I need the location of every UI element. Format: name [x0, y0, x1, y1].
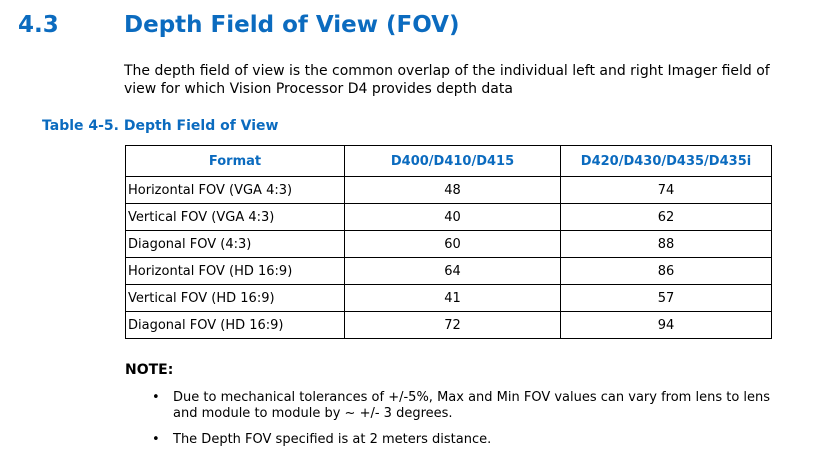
header-d400-group: D400/D410/D415 — [344, 145, 561, 177]
table-header-row: Format D400/D410/D415 D420/D430/D435/D43… — [125, 145, 772, 177]
cell-d400: 48 — [344, 176, 561, 204]
cell-d420: 74 — [560, 176, 772, 204]
cell-format: Vertical FOV (HD 16:9) — [125, 284, 345, 312]
table-row: Horizontal FOV (VGA 4:3) 48 74 — [125, 176, 772, 204]
note-text: Due to mechanical tolerances of +/-5%, M… — [173, 390, 771, 421]
list-item: • Due to mechanical tolerances of +/-5%,… — [150, 390, 780, 422]
table-caption: Table 4-5. Depth Field of View — [42, 118, 279, 134]
depth-fov-table: Format D400/D410/D415 D420/D430/D435/D43… — [125, 145, 772, 339]
intro-paragraph: The depth field of view is the common ov… — [124, 63, 770, 97]
table-row: Vertical FOV (VGA 4:3) 40 62 — [125, 203, 772, 231]
cell-format: Diagonal FOV (HD 16:9) — [125, 311, 345, 339]
section-title: Depth Field of View (FOV) — [124, 12, 460, 38]
cell-d420: 86 — [560, 257, 772, 285]
table-row: Diagonal FOV (4:3) 60 88 — [125, 230, 772, 258]
table-row: Diagonal FOV (HD 16:9) 72 94 — [125, 311, 772, 339]
cell-d420: 88 — [560, 230, 772, 258]
note-list: • Due to mechanical tolerances of +/-5%,… — [150, 390, 780, 458]
cell-d400: 41 — [344, 284, 561, 312]
cell-format: Horizontal FOV (HD 16:9) — [125, 257, 345, 285]
table-row: Vertical FOV (HD 16:9) 41 57 — [125, 284, 772, 312]
note-text: The Depth FOV specified is at 2 meters d… — [173, 432, 492, 447]
list-item: • The Depth FOV specified is at 2 meters… — [150, 432, 780, 448]
cell-d400: 72 — [344, 311, 561, 339]
cell-d420: 94 — [560, 311, 772, 339]
cell-format: Vertical FOV (VGA 4:3) — [125, 203, 345, 231]
cell-format: Diagonal FOV (4:3) — [125, 230, 345, 258]
bullet-icon: • — [152, 390, 160, 405]
cell-d420: 57 — [560, 284, 772, 312]
cell-d400: 64 — [344, 257, 561, 285]
cell-d400: 60 — [344, 230, 561, 258]
cell-format: Horizontal FOV (VGA 4:3) — [125, 176, 345, 204]
cell-d420: 62 — [560, 203, 772, 231]
bullet-icon: • — [152, 432, 160, 447]
cell-d400: 40 — [344, 203, 561, 231]
header-format: Format — [125, 145, 345, 177]
table-row: Horizontal FOV (HD 16:9) 64 86 — [125, 257, 772, 285]
note-title: NOTE: — [125, 362, 174, 378]
section-number: 4.3 — [18, 12, 59, 38]
header-d420-group: D420/D430/D435/D435i — [560, 145, 772, 177]
